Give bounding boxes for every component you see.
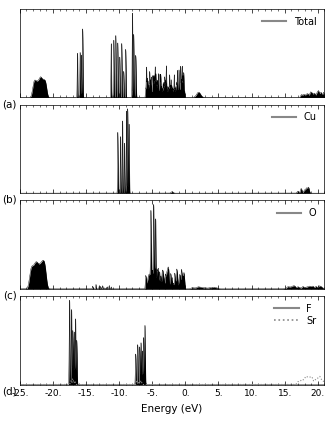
Legend: Total: Total xyxy=(259,14,319,30)
Legend: Cu: Cu xyxy=(268,110,319,125)
Text: (c): (c) xyxy=(3,291,17,301)
Text: (a): (a) xyxy=(2,99,17,109)
Text: (b): (b) xyxy=(2,195,17,205)
Legend: F, Sr: F, Sr xyxy=(271,301,319,328)
Text: (d): (d) xyxy=(2,386,17,396)
Legend: O: O xyxy=(274,205,319,221)
X-axis label: Energy (eV): Energy (eV) xyxy=(141,404,203,414)
